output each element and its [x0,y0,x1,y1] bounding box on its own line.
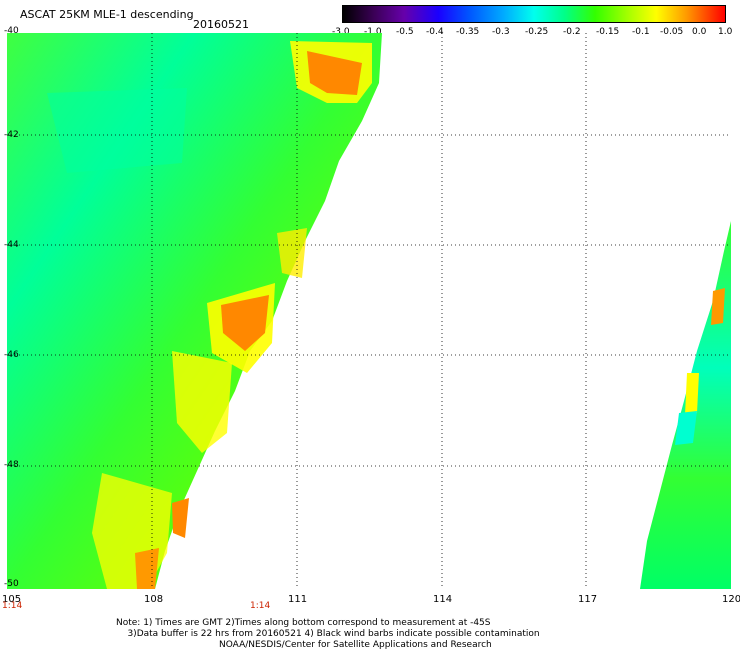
lat-label: -42 [4,130,19,140]
colorbar-label: -0.2 [563,27,581,37]
data-patch [172,351,232,453]
lon-label: 120 [722,594,740,605]
lat-label: -48 [4,460,19,470]
map-date: 20160521 [193,18,249,31]
colorbar-label: -0.25 [525,27,549,37]
lon-label: 108 [144,594,164,605]
time-label: 1:14 [250,601,271,611]
data-patch [92,473,172,589]
footnote-line-1: Note: 1) Times are GMT 2)Times along bot… [116,618,491,628]
lon-label: 114 [433,594,453,605]
data-patch [685,373,699,415]
colorbar-label: -0.35 [456,27,480,37]
map-canvas [7,33,731,589]
data-patch [135,548,159,589]
data-patch [277,228,307,278]
grid [7,33,731,589]
data-patch [47,88,187,173]
map-panel [7,33,731,589]
colorbar-label: -0.3 [492,27,510,37]
data-patch [675,411,697,445]
lon-label: 117 [578,594,598,605]
lat-label: -50 [4,579,19,589]
colorbar-labels: -3.0 -1.0 -0.5 -0.4 -0.35 -0.3 -0.25 -0.… [330,27,740,39]
colorbar-label: -3.0 [332,27,350,37]
colorbar-label: 1.0 [718,27,733,37]
colorbar-label: -0.1 [632,27,650,37]
colorbar [342,5,726,23]
colorbar-label: -0.05 [660,27,684,37]
colorbar-label: -0.15 [596,27,620,37]
data-patch [307,51,362,95]
colorbar-label: -1.0 [364,27,382,37]
lat-label: -40 [4,26,19,36]
footnote-line-3: NOAA/NESDIS/Center for Satellite Applica… [219,640,492,650]
colorbar-gradient [343,6,725,22]
data-patch [711,288,725,325]
lon-label: 111 [288,594,308,605]
colorbar-label: 0.0 [692,27,707,37]
colorbar-label: -0.4 [426,27,444,37]
lat-label: -46 [4,350,19,360]
footnote-line-2: 3)Data buffer is 22 hrs from 20160521 4)… [127,629,540,639]
data-patch [172,498,189,538]
map-title: ASCAT 25KM MLE-1 descending [20,8,194,21]
time-label: 1:14 [2,601,23,611]
data-patch [221,295,269,351]
left-swath [7,33,382,589]
lon-label: 105 [2,594,22,605]
footnote: Note: 1) Times are GMT 2)Times along bot… [116,618,540,651]
lat-label: -44 [4,240,19,250]
colorbar-label: -0.5 [396,27,414,37]
